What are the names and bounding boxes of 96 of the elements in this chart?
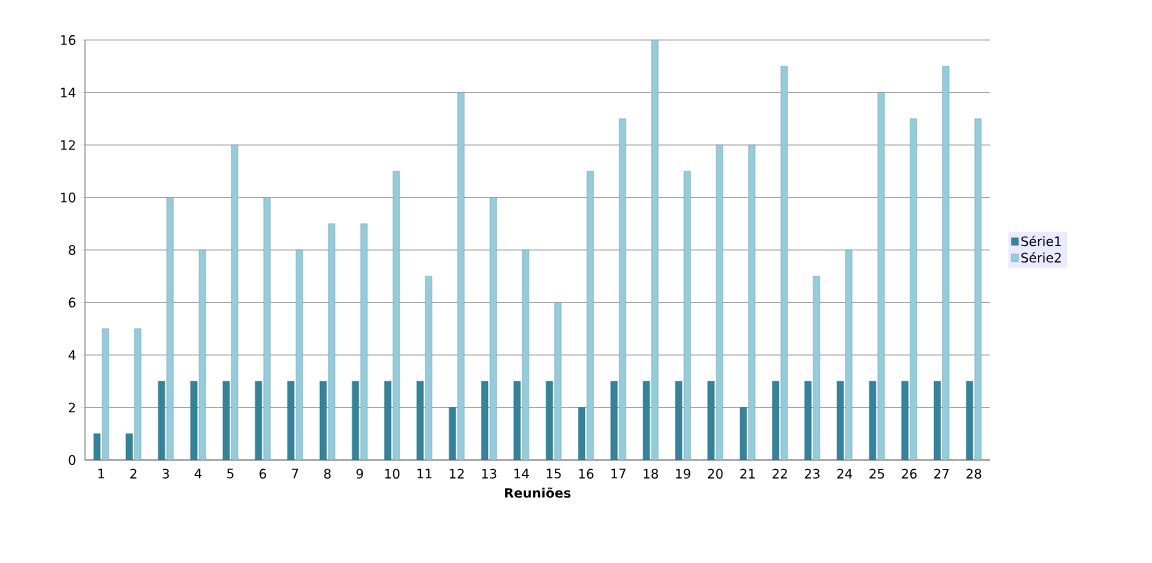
bar [198,249,206,460]
y-tick-label: 16 [61,35,76,45]
bar [901,381,909,460]
x-tick-label: 8 [324,468,331,479]
bar [328,223,336,460]
bar [675,381,683,460]
y-tick-label: 2 [68,402,75,413]
x-tick-label: 22 [772,468,787,479]
bar [780,66,788,460]
bar [190,381,198,460]
bar [877,92,885,460]
bar [642,381,650,460]
x-tick-label: 28 [966,468,982,479]
bar [319,381,327,460]
x-tick-label: 15 [546,468,561,479]
bar [716,144,723,460]
legend-label: Série1 [1021,235,1061,247]
x-tick-label: 21 [740,468,755,479]
bar [804,381,812,460]
bar [287,381,295,460]
bar [933,381,941,460]
x-tick-label: 19 [676,468,691,479]
bar [869,381,877,460]
x-tick-label: 11 [417,468,432,479]
y-tick-label: 14 [61,87,76,98]
y-tick-label: 12 [61,140,75,150]
x-tick-label: 7 [292,468,299,479]
x-tick-label: 1 [98,468,105,479]
bar [222,381,230,460]
bar [489,197,497,460]
bar [651,40,659,460]
bar [125,433,133,460]
x-tick-label: 3 [162,468,169,479]
bar [449,407,456,460]
bar [739,407,747,460]
x-axis-title: Reuniões [505,487,571,498]
y-tick-label: 6 [68,297,76,308]
x-tick-label: 13 [482,468,497,479]
bar [352,381,359,460]
x-tick-label: 9 [356,468,363,479]
bar [748,144,756,460]
x-tick-label: 20 [707,468,723,479]
y-tick-label: 0 [68,455,76,465]
x-tick-label: 16 [579,468,594,479]
bar [586,171,594,460]
x-tick-label: 23 [804,468,820,479]
bar [166,197,174,460]
bar [610,381,618,460]
bar [295,249,303,460]
bar [772,381,780,460]
bar [942,66,950,460]
bar [974,118,982,460]
bar [457,92,465,460]
x-tick-label: 25 [869,468,885,479]
bar [392,171,400,460]
bar [845,249,853,460]
x-tick-label: 12 [449,468,464,479]
bar [384,381,392,460]
bar [522,249,530,460]
x-tick-label: 24 [837,468,853,479]
bar [231,144,239,460]
y-tick-label: 8 [68,245,76,255]
bar [683,171,691,460]
bar [966,381,974,460]
bar [481,381,489,460]
bar [255,381,262,460]
x-tick-label: 27 [934,468,949,479]
bar [545,381,553,460]
bar [910,118,917,460]
y-tick-label: 4 [68,350,76,360]
legend-label: Série2 [1021,252,1061,263]
x-tick-label: 10 [385,468,400,479]
y-tick-label: 10 [61,192,76,203]
bar [416,381,424,460]
bar [134,328,142,460]
x-tick-label: 26 [901,468,917,479]
bar [158,381,165,460]
bar [93,433,101,460]
bar [554,302,562,460]
bar [425,276,433,460]
bar [263,197,271,460]
bar [360,223,368,460]
bar [836,381,844,460]
bar [101,328,109,460]
bar [619,118,627,460]
x-tick-label: 2 [130,468,137,479]
bar [707,381,715,460]
bar [513,381,521,460]
bar [813,276,820,460]
x-tick-label: 17 [611,468,626,479]
x-tick-label: 6 [259,468,267,479]
x-tick-label: 4 [194,468,202,479]
x-tick-label: 5 [227,468,234,479]
bar [578,407,586,460]
x-tick-label: 18 [643,468,659,479]
x-tick-label: 14 [514,468,529,479]
